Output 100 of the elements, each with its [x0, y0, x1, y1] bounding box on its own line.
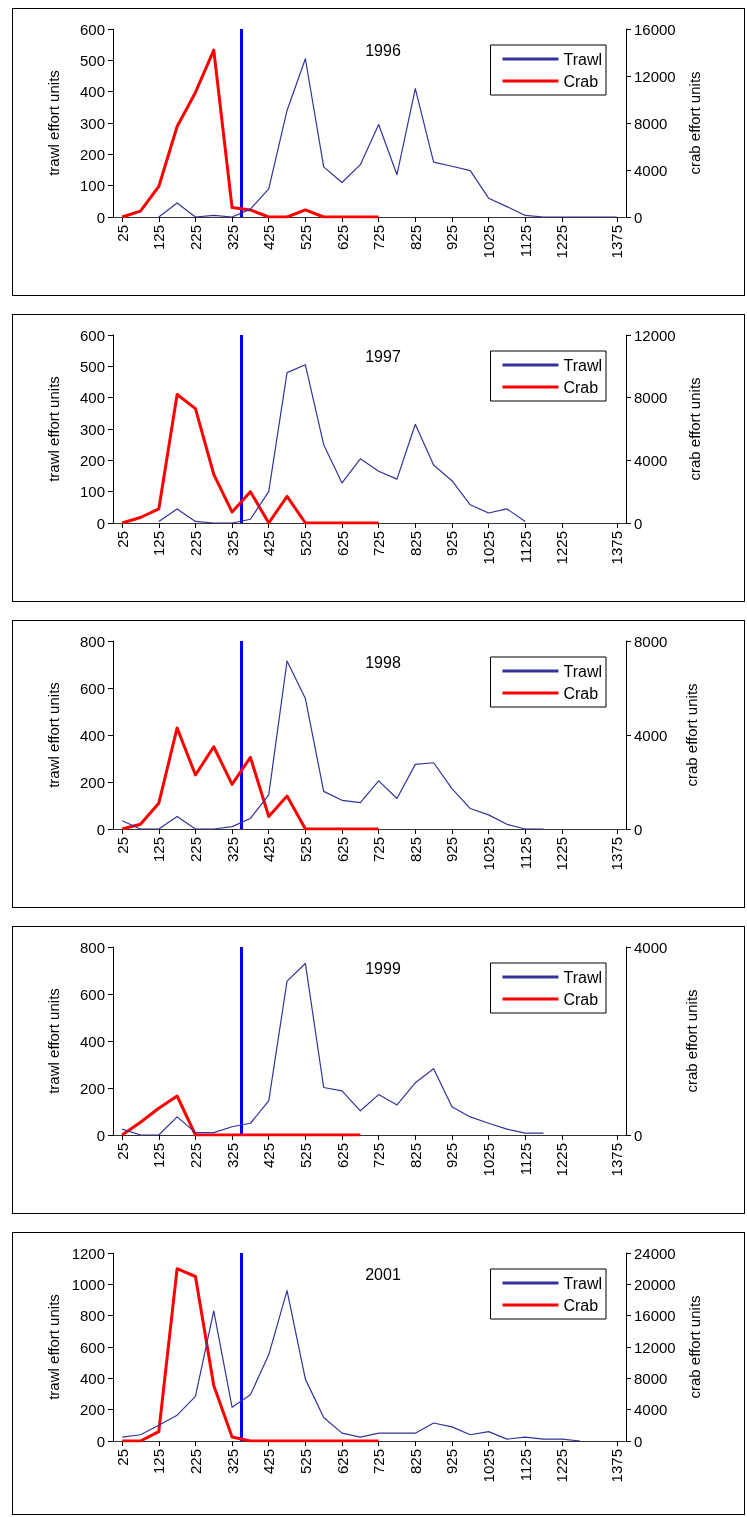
x-tick-label: 625 — [333, 1143, 351, 1169]
y-tick-label: 100 — [79, 177, 105, 195]
line-series — [120, 726, 381, 831]
x-tick-label: 1125 — [516, 531, 534, 564]
x-tick-label: 1225 — [553, 1449, 571, 1483]
y2-axis-title: crab effort units — [685, 71, 703, 175]
x-tick-label: 725 — [370, 225, 388, 251]
x-tick-label: 325 — [223, 225, 241, 251]
x-tick-label: 525 — [296, 531, 314, 557]
y-tick-label: 500 — [79, 51, 105, 69]
legend-label: Trawl — [563, 968, 602, 986]
legend-label: Trawl — [563, 662, 602, 680]
y-axis-title: trawl effort units — [45, 988, 62, 1094]
text: 1997 — [365, 347, 401, 365]
x-tick-label: 225 — [186, 531, 204, 557]
text: 1998 — [365, 653, 401, 671]
y2-tick-label: 8000 — [634, 632, 668, 650]
x-tick-label: 25 — [113, 531, 131, 548]
text: 1999 — [365, 959, 401, 977]
y-tick-label: 200 — [79, 451, 105, 469]
x-tick-label: 125 — [150, 837, 168, 863]
x-tick-label: 1225 — [553, 225, 571, 259]
x-tick-label: 325 — [223, 1449, 241, 1475]
y-tick-label: 100 — [79, 483, 105, 501]
x-tick-label: 1025 — [480, 1143, 498, 1177]
line-series — [121, 962, 545, 1136]
x-tick-label: 725 — [370, 1143, 388, 1169]
y2-tick-label: 0 — [634, 1126, 643, 1144]
x-tick-label: 325 — [223, 837, 241, 863]
y-tick-label: 400 — [79, 726, 105, 744]
y-tick-label: 1200 — [71, 1244, 105, 1262]
x-tick-label: 1225 — [553, 1143, 571, 1177]
y2-axis-title: crab effort units — [685, 1295, 703, 1399]
x-tick-label: 225 — [186, 225, 204, 251]
x-tick-label: 325 — [223, 1143, 241, 1169]
y-tick-label: 400 — [79, 389, 105, 407]
x-tick-label: 1025 — [480, 531, 498, 565]
x-tick-label: 625 — [333, 837, 351, 863]
legend-label: Trawl — [563, 1274, 602, 1292]
legend-label: Trawl — [563, 356, 602, 374]
x-tick-label: 425 — [260, 531, 278, 557]
line-series — [120, 1094, 362, 1137]
x-tick-label: 1025 — [480, 837, 498, 871]
y2-tick-label: 8000 — [634, 114, 668, 132]
x-tick-label: 25 — [113, 1449, 131, 1466]
x-tick-label: 825 — [406, 531, 424, 557]
legend-label: Trawl — [563, 50, 602, 68]
x-tick-label: 725 — [370, 837, 388, 863]
x-tick-label: 1375 — [608, 225, 626, 259]
y-axis-title: trawl effort units — [45, 376, 62, 482]
y-tick-label: 400 — [79, 83, 105, 101]
y2-axis-title: crab effort units — [685, 377, 703, 481]
x-tick-label: 1225 — [553, 531, 571, 565]
y-tick-label: 800 — [79, 632, 105, 650]
y2-tick-label: 0 — [634, 208, 643, 226]
x-tick-label: 725 — [370, 531, 388, 557]
x-tick-label: 1375 — [608, 531, 626, 565]
x-tick-label: 125 — [150, 1449, 168, 1475]
x-tick-label: 525 — [296, 225, 314, 251]
y-axis-title: trawl effort units — [44, 1294, 62, 1400]
y-tick-label: 400 — [79, 1032, 105, 1050]
y2-tick-label: 0 — [634, 820, 643, 838]
y-tick-label: 200 — [79, 1401, 105, 1419]
x-tick-label: 125 — [150, 1143, 168, 1169]
legend-label: Crab — [563, 378, 599, 396]
x-tick-label: 425 — [260, 1143, 278, 1169]
x-tick-label: 625 — [333, 225, 351, 251]
y-axis-title: trawl effort units — [45, 70, 62, 176]
line-series — [120, 393, 381, 525]
x-tick-label: 925 — [443, 1143, 461, 1169]
y-axis-title: trawl effort units — [45, 682, 62, 788]
y2-tick-label: 4000 — [634, 451, 668, 469]
y-tick-label: 800 — [79, 1307, 105, 1325]
x-tick-label: 1125 — [516, 1143, 534, 1176]
x-tick-label: 1375 — [608, 1143, 626, 1177]
x-tick-label: 1375 — [608, 1449, 626, 1483]
y2-tick-label: 20000 — [634, 1275, 676, 1293]
y2-tick-label: 0 — [634, 514, 643, 532]
x-tick-label: 125 — [150, 531, 168, 557]
x-tick-label: 325 — [223, 531, 241, 557]
x-tick-label: 825 — [406, 1143, 424, 1169]
legend-label: Crab — [563, 684, 599, 702]
y2-tick-label: 16000 — [634, 1307, 676, 1325]
x-tick-label: 125 — [150, 225, 168, 251]
x-tick-label: 25 — [113, 225, 131, 242]
x-tick-label: 825 — [406, 225, 424, 251]
x-tick-label: 1125 — [516, 837, 534, 870]
y-tick-label: 500 — [79, 357, 105, 375]
y2-tick-label: 8000 — [634, 389, 668, 407]
y2-tick-label: 4000 — [634, 726, 668, 744]
y-tick-label: 600 — [79, 985, 105, 1003]
x-tick-label: 25 — [113, 837, 131, 854]
y-tick-label: 0 — [96, 208, 105, 226]
y2-tick-label: 12000 — [634, 1338, 676, 1356]
y2-axis-title: crab effort units — [683, 683, 700, 787]
x-tick-label: 525 — [296, 1449, 314, 1475]
y-tick-label: 300 — [79, 114, 105, 132]
y2-tick-label: 24000 — [634, 1244, 676, 1262]
x-tick-label: 1225 — [553, 837, 571, 871]
y-tick-label: 0 — [96, 820, 105, 838]
